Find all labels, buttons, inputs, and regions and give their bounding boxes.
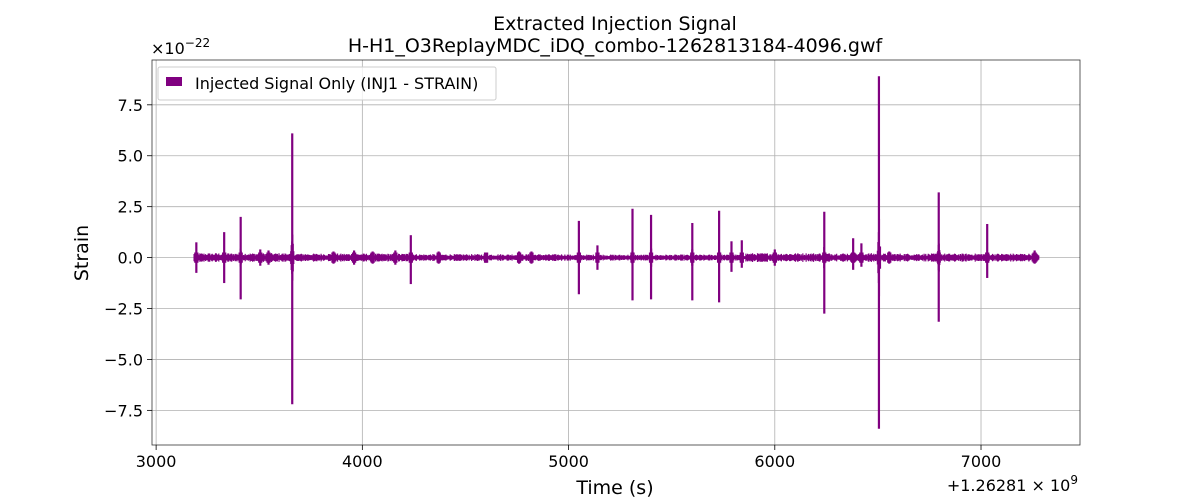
legend: Injected Signal Only (INJ1 - STRAIN) <box>157 66 497 101</box>
y-tick-label: −2.5 <box>104 300 143 319</box>
x-axis-label: Time (s) <box>575 477 653 499</box>
data-series-layer <box>193 76 1040 429</box>
x-offset-label: +1.26281 × 109 <box>947 473 1078 495</box>
legend-swatch <box>166 77 182 86</box>
x-tick-label: 7000 <box>961 452 1002 471</box>
x-tick-label: 3000 <box>136 452 177 471</box>
axes-frame <box>151 59 1081 446</box>
y-tick-label: 5.0 <box>118 147 143 166</box>
y-tick-label: −7.5 <box>104 401 143 420</box>
y-tick-label: 7.5 <box>118 96 143 115</box>
y-tick-label: −5.0 <box>104 350 143 369</box>
chart-title-line1: Extracted Injection Signal <box>493 13 737 35</box>
legend-box <box>157 66 497 101</box>
x-offset-exponent: 9 <box>1070 473 1078 487</box>
x-tick-label: 6000 <box>754 452 795 471</box>
x-offset-times: × 10 <box>1026 476 1070 495</box>
y-scale-multiplier: ×10−22 <box>151 36 210 58</box>
axis-ticks: 3000 4000 5000 6000 7000 −7.5 −5.0 −2.5 0.0 2.5 5.… <box>104 96 1001 471</box>
x-tick-label: 4000 <box>342 452 383 471</box>
x-offset-base: +1.26281 <box>947 476 1027 495</box>
chart-title-line2: H-H1_O3ReplayMDC_iDQ_combo-1262813184-40… <box>348 35 884 57</box>
y-tick-label: 2.5 <box>118 198 143 217</box>
legend-label: Injected Signal Only (INJ1 - STRAIN) <box>195 74 478 93</box>
y-tick-label: 0.0 <box>118 249 143 268</box>
plot-area <box>152 60 1080 445</box>
y-scale-base: ×10 <box>151 39 185 58</box>
x-tick-label: 5000 <box>548 452 589 471</box>
y-scale-exponent: −22 <box>185 36 210 50</box>
y-axis-label: Strain <box>71 225 93 281</box>
